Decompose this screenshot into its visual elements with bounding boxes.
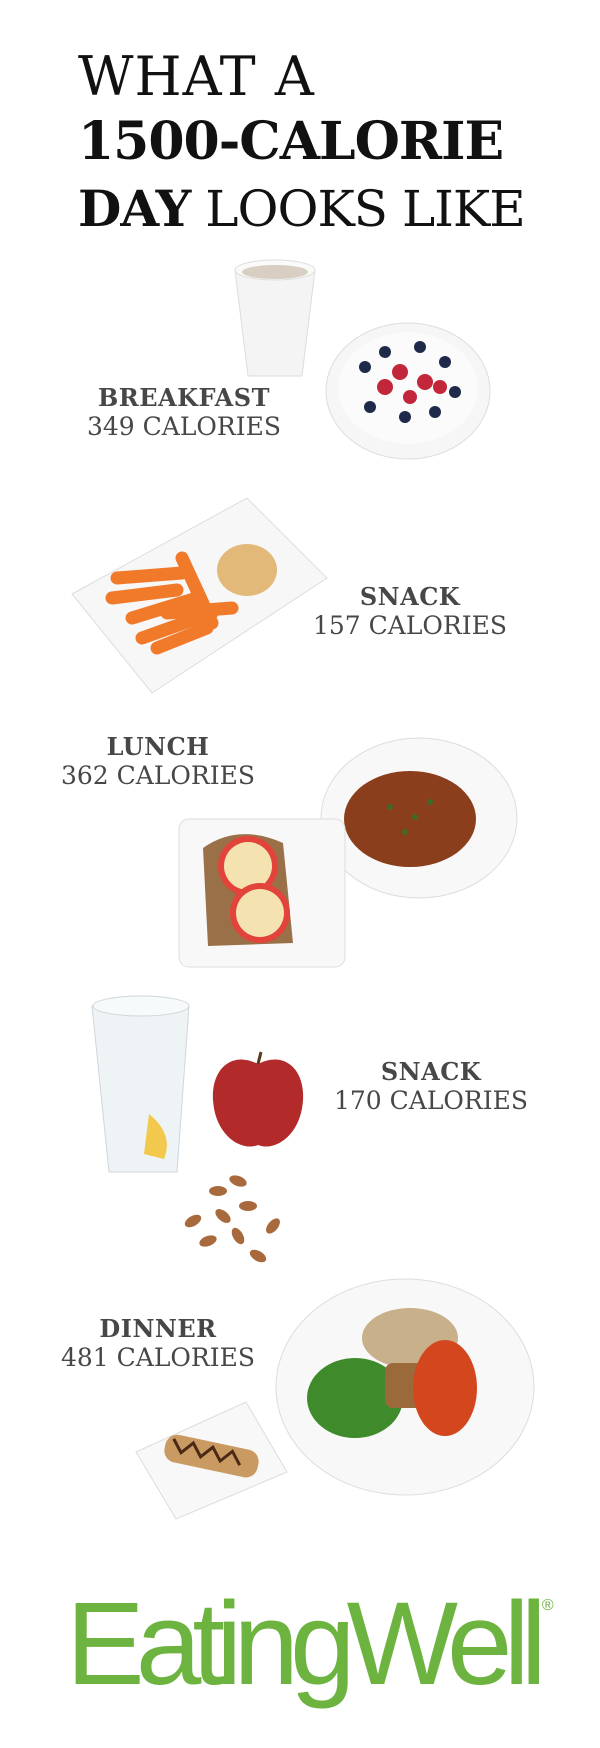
meal-label-lunch: LUNCH 362 CALORIES [58, 732, 258, 790]
dessert-plate-image [135, 1401, 288, 1520]
meal-calories: 157 CALORIES [312, 611, 508, 640]
meal-calories: 349 CALORIES [86, 412, 282, 441]
title-looks-like: LOOKS LIKE [190, 180, 526, 238]
coffee-cup-image [234, 259, 316, 377]
title-day: DAY [78, 179, 191, 238]
meal-name: LUNCH [106, 732, 210, 761]
yogurt-berry-bowl-image [325, 322, 491, 460]
meal-calories: 362 CALORIES [60, 761, 256, 790]
apple-image [212, 1051, 304, 1147]
meal-name: SNACK [380, 1057, 482, 1086]
eatingwell-logo: EatingWell [66, 1578, 547, 1710]
registered-mark: ® [541, 1597, 554, 1614]
meal-calories: 481 CALORIES [60, 1343, 256, 1372]
title-line-2: 1500-CALORIE [78, 111, 504, 172]
meal-name: BREAKFAST [98, 383, 270, 412]
water-glass-image [91, 995, 190, 1173]
meal-calories: 170 CALORIES [333, 1086, 529, 1115]
meal-label-breakfast: BREAKFAST 349 CALORIES [78, 383, 290, 441]
meal-label-snack-1: SNACK 157 CALORIES [312, 582, 508, 640]
almonds-image [184, 1175, 280, 1263]
meal-name: SNACK [359, 582, 461, 611]
meal-label-dinner: DINNER 481 CALORIES [58, 1314, 258, 1372]
title-line-1: WHAT A [78, 45, 315, 108]
title-line-3: DAY LOOKS LIKE [78, 184, 526, 235]
tomato-toast-plate-image [178, 818, 346, 968]
carrots-hummus-plate-image [71, 497, 328, 694]
meal-name: DINNER [99, 1314, 217, 1343]
soup-bowl-image [320, 737, 518, 899]
meal-label-snack-2: SNACK 170 CALORIES [332, 1057, 530, 1115]
dinner-plate-image [275, 1278, 535, 1496]
